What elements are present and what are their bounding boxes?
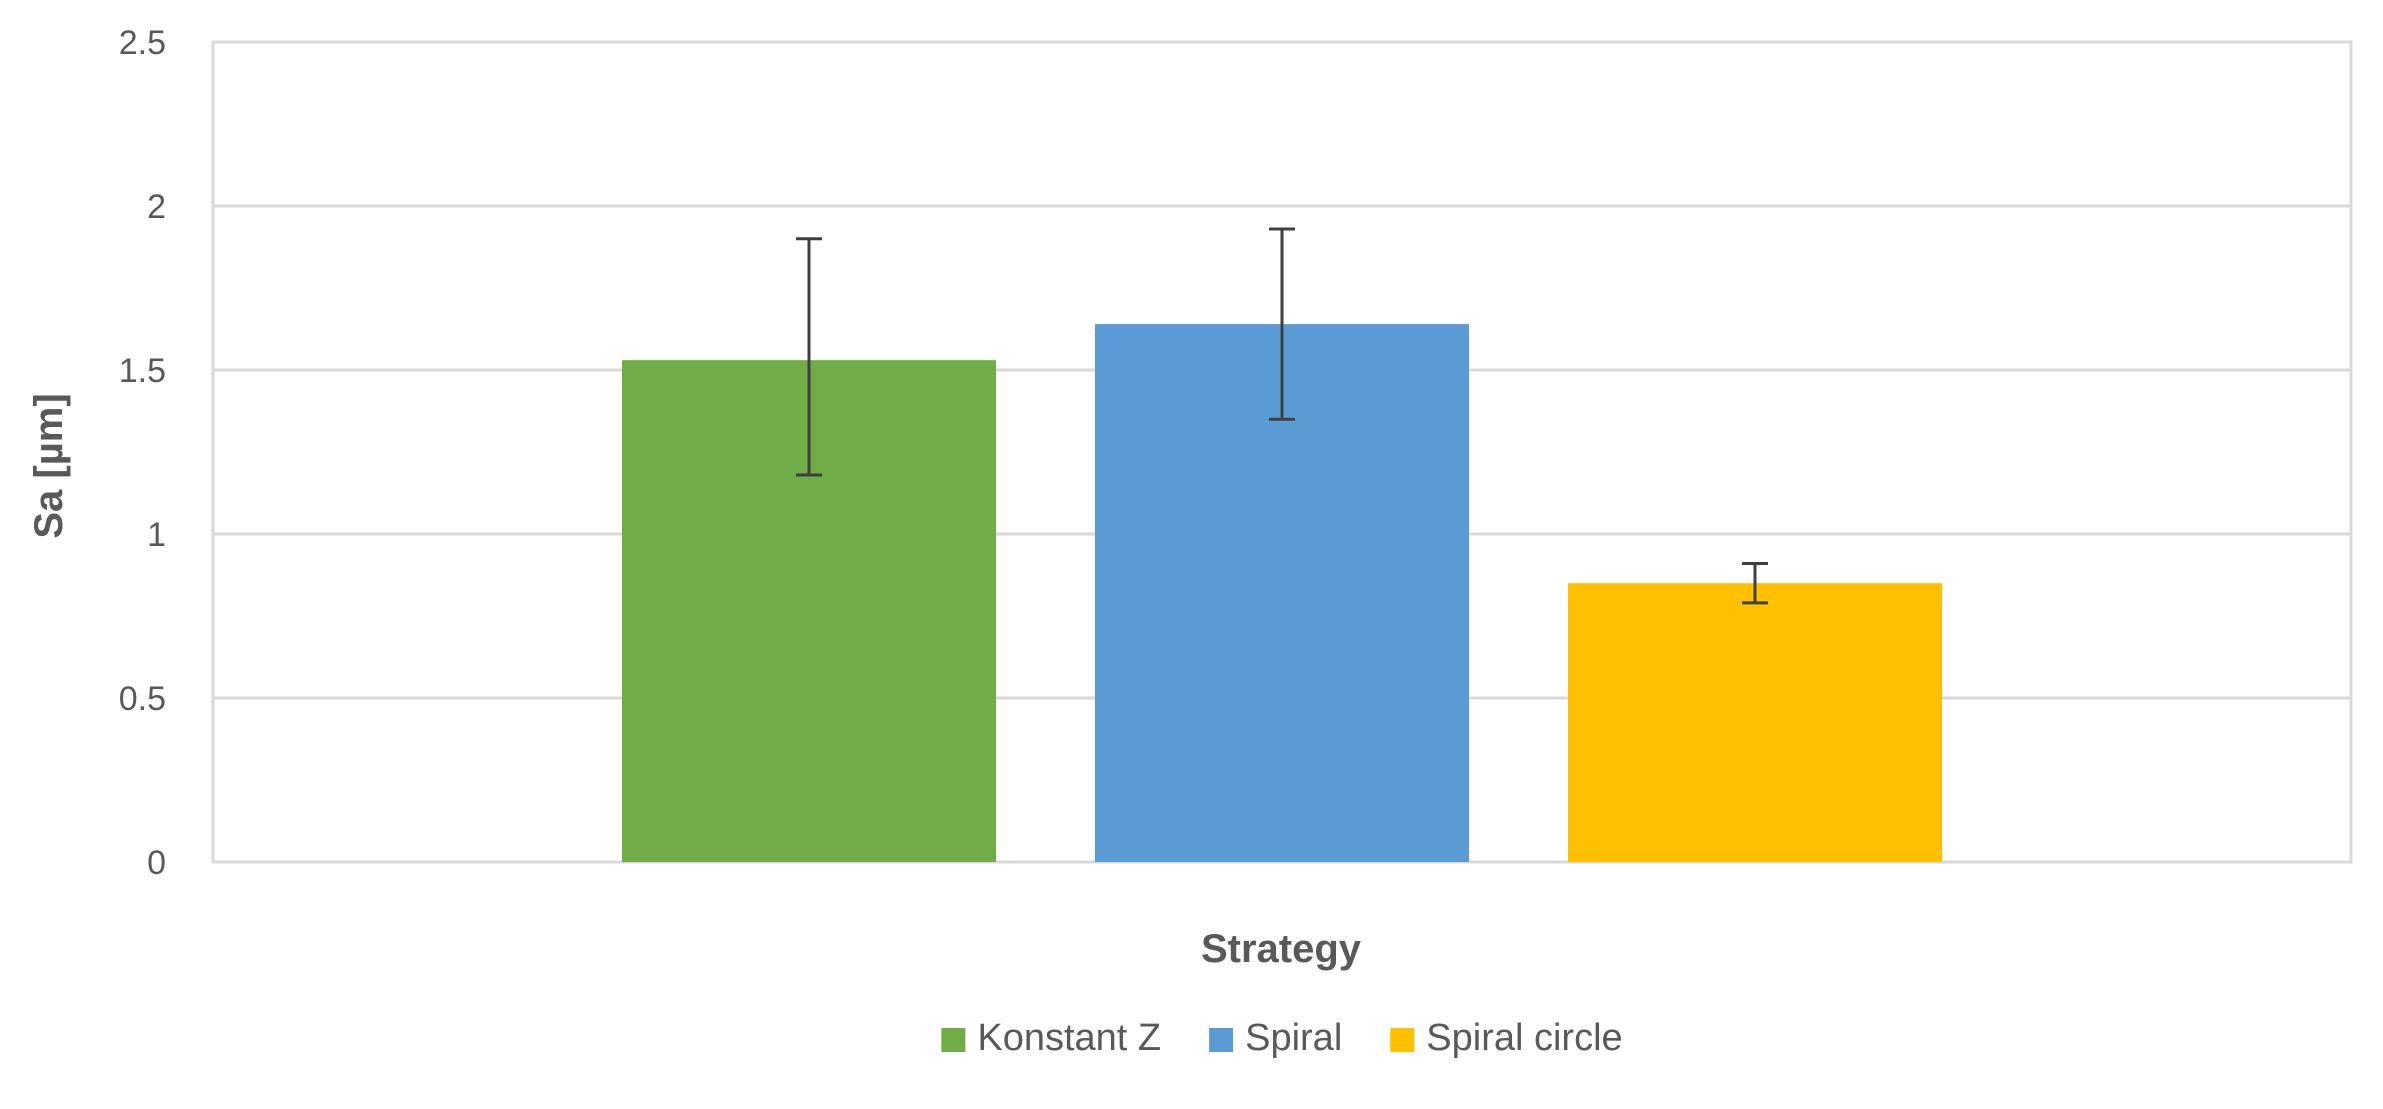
y-tick-label: 2	[147, 188, 166, 226]
legend: Konstant Z Spiral Spiral circle	[941, 1017, 1623, 1059]
legend-item-spiral: Spiral	[1209, 1017, 1342, 1059]
y-tick-label: 2.5	[119, 24, 166, 62]
y-tick-label: 0.5	[119, 680, 166, 718]
legend-swatch	[941, 1028, 966, 1052]
y-tick-label: 1	[147, 516, 166, 554]
legend-label: Spiral	[1245, 1017, 1342, 1059]
y-axis-title: Sa [µm]	[27, 393, 71, 538]
legend-item-konstant-z: Konstant Z	[941, 1017, 1161, 1059]
legend-swatch	[1390, 1028, 1415, 1052]
x-axis-title: Strategy	[1201, 927, 1362, 971]
bar-spiral-circle	[1568, 583, 1942, 862]
error-bars	[796, 227, 1768, 605]
legend-label: Konstant Z	[977, 1017, 1161, 1059]
y-tick-label: 0	[147, 844, 166, 882]
legend-label: Spiral circle	[1426, 1017, 1622, 1059]
y-tick-label: 1.5	[119, 352, 166, 390]
legend-swatch	[1209, 1028, 1234, 1052]
y-tick-labels: 0 0.5 1 1.5 2 2.5	[119, 24, 166, 882]
legend-item-spiral-circle: Spiral circle	[1390, 1017, 1623, 1059]
